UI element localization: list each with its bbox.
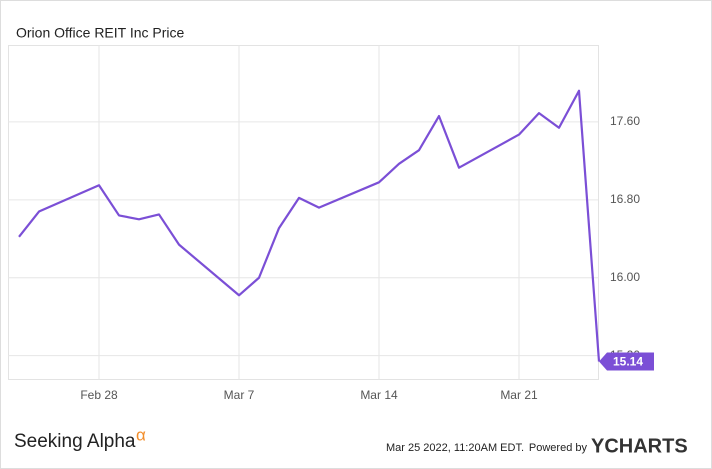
end-label-badge [599,352,654,371]
timestamp: Mar 25 2022, 11:20AM EDT. [386,442,524,454]
price-line [18,89,601,362]
provider: YCHARTS [591,435,688,457]
y-tick-label: 17.60 [610,114,640,128]
plot-frame [8,45,599,380]
x-tick-label: Mar 14 [360,388,398,402]
brand: Seeking Alpha [14,431,136,452]
y-tick-label: 16.00 [610,270,640,284]
x-tick-label: Mar 21 [500,388,538,402]
brand-mark: α [136,425,146,444]
end-label: 15.14 [613,355,643,369]
x-tick-label: Feb 28 [80,388,118,402]
y-tick-label: 16.80 [610,192,640,206]
powered-by: Powered by [529,442,588,454]
x-tick-label: Mar 7 [224,388,255,402]
chart-title: Orion Office REIT Inc Price [16,25,185,41]
